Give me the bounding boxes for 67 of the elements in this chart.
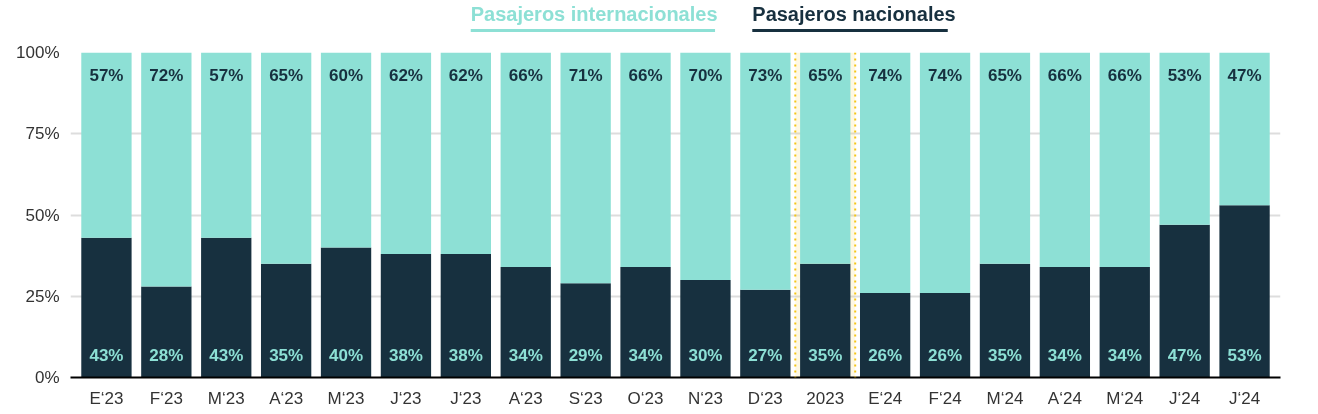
data-label: 62% (388, 65, 423, 85)
x-tick-label: M‘23 (207, 388, 245, 408)
x-tick-label: E‘24 (868, 388, 903, 408)
data-label: 34% (628, 345, 663, 365)
x-tick-label: E‘23 (89, 388, 124, 408)
data-label: 35% (987, 345, 1022, 365)
y-tick-label: 75% (25, 124, 60, 144)
data-label: 27% (748, 345, 783, 365)
data-label: 73% (748, 65, 783, 85)
data-label: 66% (508, 65, 543, 85)
data-label: 35% (808, 345, 843, 365)
data-label: 28% (149, 345, 184, 365)
data-label: 34% (1107, 345, 1142, 365)
data-label: 30% (688, 345, 723, 365)
x-tick-label: F‘24 (928, 388, 962, 408)
y-tick-label: 100% (16, 43, 60, 62)
x-tick-label: N‘23 (687, 388, 723, 408)
data-label: 29% (568, 345, 603, 365)
data-label: 74% (868, 65, 903, 85)
data-label: 71% (568, 65, 603, 85)
x-tick-label: J‘24 (1169, 388, 1201, 408)
data-label: 60% (329, 65, 364, 85)
data-label: 38% (448, 345, 483, 365)
y-tick-label: 25% (25, 286, 60, 306)
data-label: 57% (209, 65, 244, 85)
data-label: 47% (1167, 345, 1202, 365)
data-label: 26% (868, 345, 903, 365)
data-label: 43% (89, 345, 124, 365)
x-tick-label: A‘23 (508, 388, 543, 408)
x-tick-label: O‘23 (627, 388, 664, 408)
x-tick-label: D‘23 (747, 388, 783, 408)
x-tick-label: J‘23 (450, 388, 482, 408)
data-label: 53% (1227, 345, 1262, 365)
x-tick-label: M‘24 (986, 388, 1024, 408)
data-label: 57% (89, 65, 124, 85)
data-label: 65% (269, 65, 304, 85)
data-label: 35% (269, 345, 304, 365)
series-label: Pasajeros internacionales (470, 2, 718, 25)
x-tick-label: J‘24 (1228, 388, 1261, 408)
data-label: 70% (688, 65, 723, 85)
x-tick-label: J‘23 (390, 388, 422, 408)
data-label: 47% (1227, 65, 1262, 85)
y-tick-label: 0% (34, 368, 60, 387)
data-label: 66% (628, 65, 663, 85)
data-label: 65% (987, 65, 1022, 85)
x-tick-label: M‘24 (1106, 388, 1144, 408)
data-label: 62% (448, 65, 483, 85)
data-label: 66% (1047, 65, 1082, 85)
data-label: 74% (928, 65, 963, 85)
data-label: 34% (508, 345, 543, 365)
data-label: 34% (1047, 345, 1082, 365)
x-tick-label: M‘23 (327, 388, 365, 408)
data-label: 66% (1107, 65, 1142, 85)
data-label: 38% (388, 345, 423, 365)
x-tick-label: S‘23 (568, 388, 603, 408)
x-tick-label: 2023 (806, 388, 845, 408)
x-tick-label: A‘24 (1047, 388, 1082, 408)
text: Pasajeros nacionales (752, 2, 956, 25)
data-label: 40% (329, 345, 364, 365)
data-label: 72% (149, 65, 184, 85)
data-label: 26% (928, 345, 963, 365)
data-label: 43% (209, 345, 244, 365)
x-tick-label: A‘23 (269, 388, 304, 408)
y-tick-label: 50% (25, 205, 60, 225)
x-tick-label: F‘23 (149, 388, 183, 408)
data-label: 65% (808, 65, 843, 85)
data-label: 53% (1167, 65, 1202, 85)
